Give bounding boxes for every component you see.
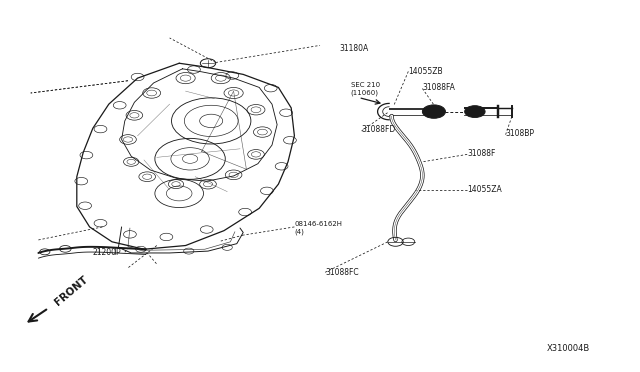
Text: 31088FD: 31088FD	[362, 125, 396, 134]
Circle shape	[465, 106, 485, 118]
Text: 31088F: 31088F	[467, 149, 495, 158]
Text: 14055ZB: 14055ZB	[408, 67, 443, 76]
Text: SEC 210
(11060): SEC 210 (11060)	[351, 82, 380, 96]
Text: 3108BP: 3108BP	[506, 129, 534, 138]
Text: 14055ZA: 14055ZA	[467, 185, 502, 194]
Text: 31180A: 31180A	[339, 44, 369, 53]
Text: 31088FC: 31088FC	[325, 268, 359, 277]
Circle shape	[422, 105, 445, 118]
Text: X310004B: X310004B	[547, 344, 591, 353]
Text: 31088FA: 31088FA	[422, 83, 455, 92]
Text: 21200P: 21200P	[93, 248, 122, 257]
Text: FRONT: FRONT	[52, 274, 90, 307]
Text: 08146-6162H
(4): 08146-6162H (4)	[294, 221, 342, 235]
